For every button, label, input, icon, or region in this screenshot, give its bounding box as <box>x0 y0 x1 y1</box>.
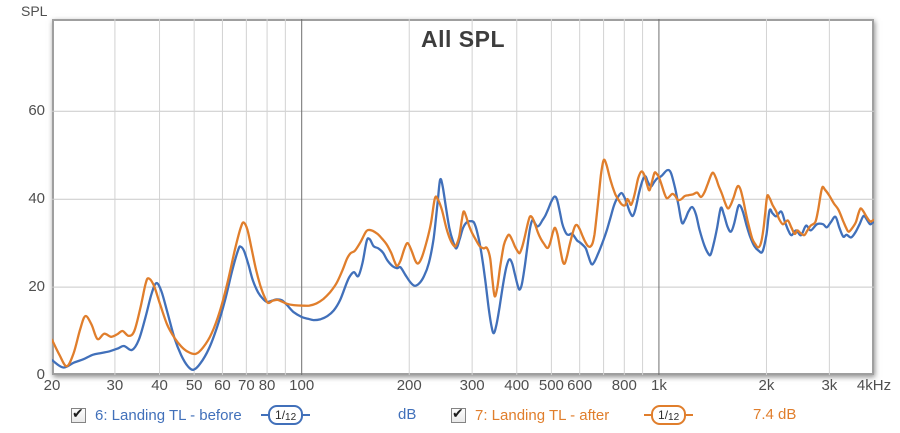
x-tick-label: 500 <box>538 377 564 394</box>
x-tick-label: 1k <box>651 377 667 394</box>
trace-after[interactable] <box>52 158 874 368</box>
y-tick-label: 0 <box>36 366 45 383</box>
legend-item-before: ✔ 6: Landing TL - before <box>71 403 242 427</box>
x-tick-label: 100 <box>289 377 315 394</box>
x-tick-label: 80 <box>258 377 276 394</box>
after-offset-label: 7.4 dB <box>753 406 797 423</box>
x-tick-label: 50 <box>185 377 203 394</box>
trace-line-stub-icon <box>644 414 651 416</box>
x-tick-label: 200 <box>396 377 422 394</box>
x-tick-label: 60 <box>214 377 231 394</box>
y-tick-label: 40 <box>28 190 45 208</box>
plot-border <box>52 19 874 375</box>
x-tick-label: 800 <box>611 377 637 394</box>
after-smoothing-badge[interactable]: 1/12 <box>644 405 694 425</box>
trace-line-stub-icon <box>303 414 311 416</box>
x-tick-label: 4kHz <box>856 377 892 394</box>
before-trace-label[interactable]: 6: Landing TL - before <box>95 406 242 424</box>
trace-line-stub-icon <box>686 414 694 416</box>
checkmark-icon: ✔ <box>72 404 84 421</box>
x-tick-label: 400 <box>504 377 530 394</box>
y-axis-title: SPL <box>21 3 48 19</box>
before-smoothing-badge[interactable]: 1/12 <box>261 405 311 425</box>
x-tick-label: 70 <box>238 377 255 394</box>
x-tick-label: 300 <box>459 377 485 394</box>
x-tick-label: 600 <box>567 377 593 394</box>
after-visibility-checkbox[interactable]: ✔ <box>451 404 466 423</box>
before-units-label: dB <box>398 406 417 423</box>
chart-title: All SPL <box>420 26 505 52</box>
x-tick-label: 30 <box>106 377 124 394</box>
trace-line-stub-icon <box>261 414 268 416</box>
checkmark-icon: ✔ <box>452 404 464 421</box>
y-tick-label: 20 <box>28 278 45 296</box>
legend-item-after: ✔ 7: Landing TL - after <box>451 403 609 427</box>
x-tick-label: 2k <box>758 377 775 394</box>
x-tick-label: 3k <box>821 377 838 394</box>
x-tick-label: 40 <box>151 377 168 394</box>
before-visibility-checkbox[interactable]: ✔ <box>71 404 86 423</box>
y-tick-label: 60 <box>28 102 45 120</box>
after-trace-label[interactable]: 7: Landing TL - after <box>475 406 610 424</box>
smoothing-fraction-icon: 1/12 <box>651 405 687 425</box>
x-tick-label: 20 <box>43 377 61 394</box>
smoothing-fraction-icon: 1/12 <box>268 405 304 425</box>
